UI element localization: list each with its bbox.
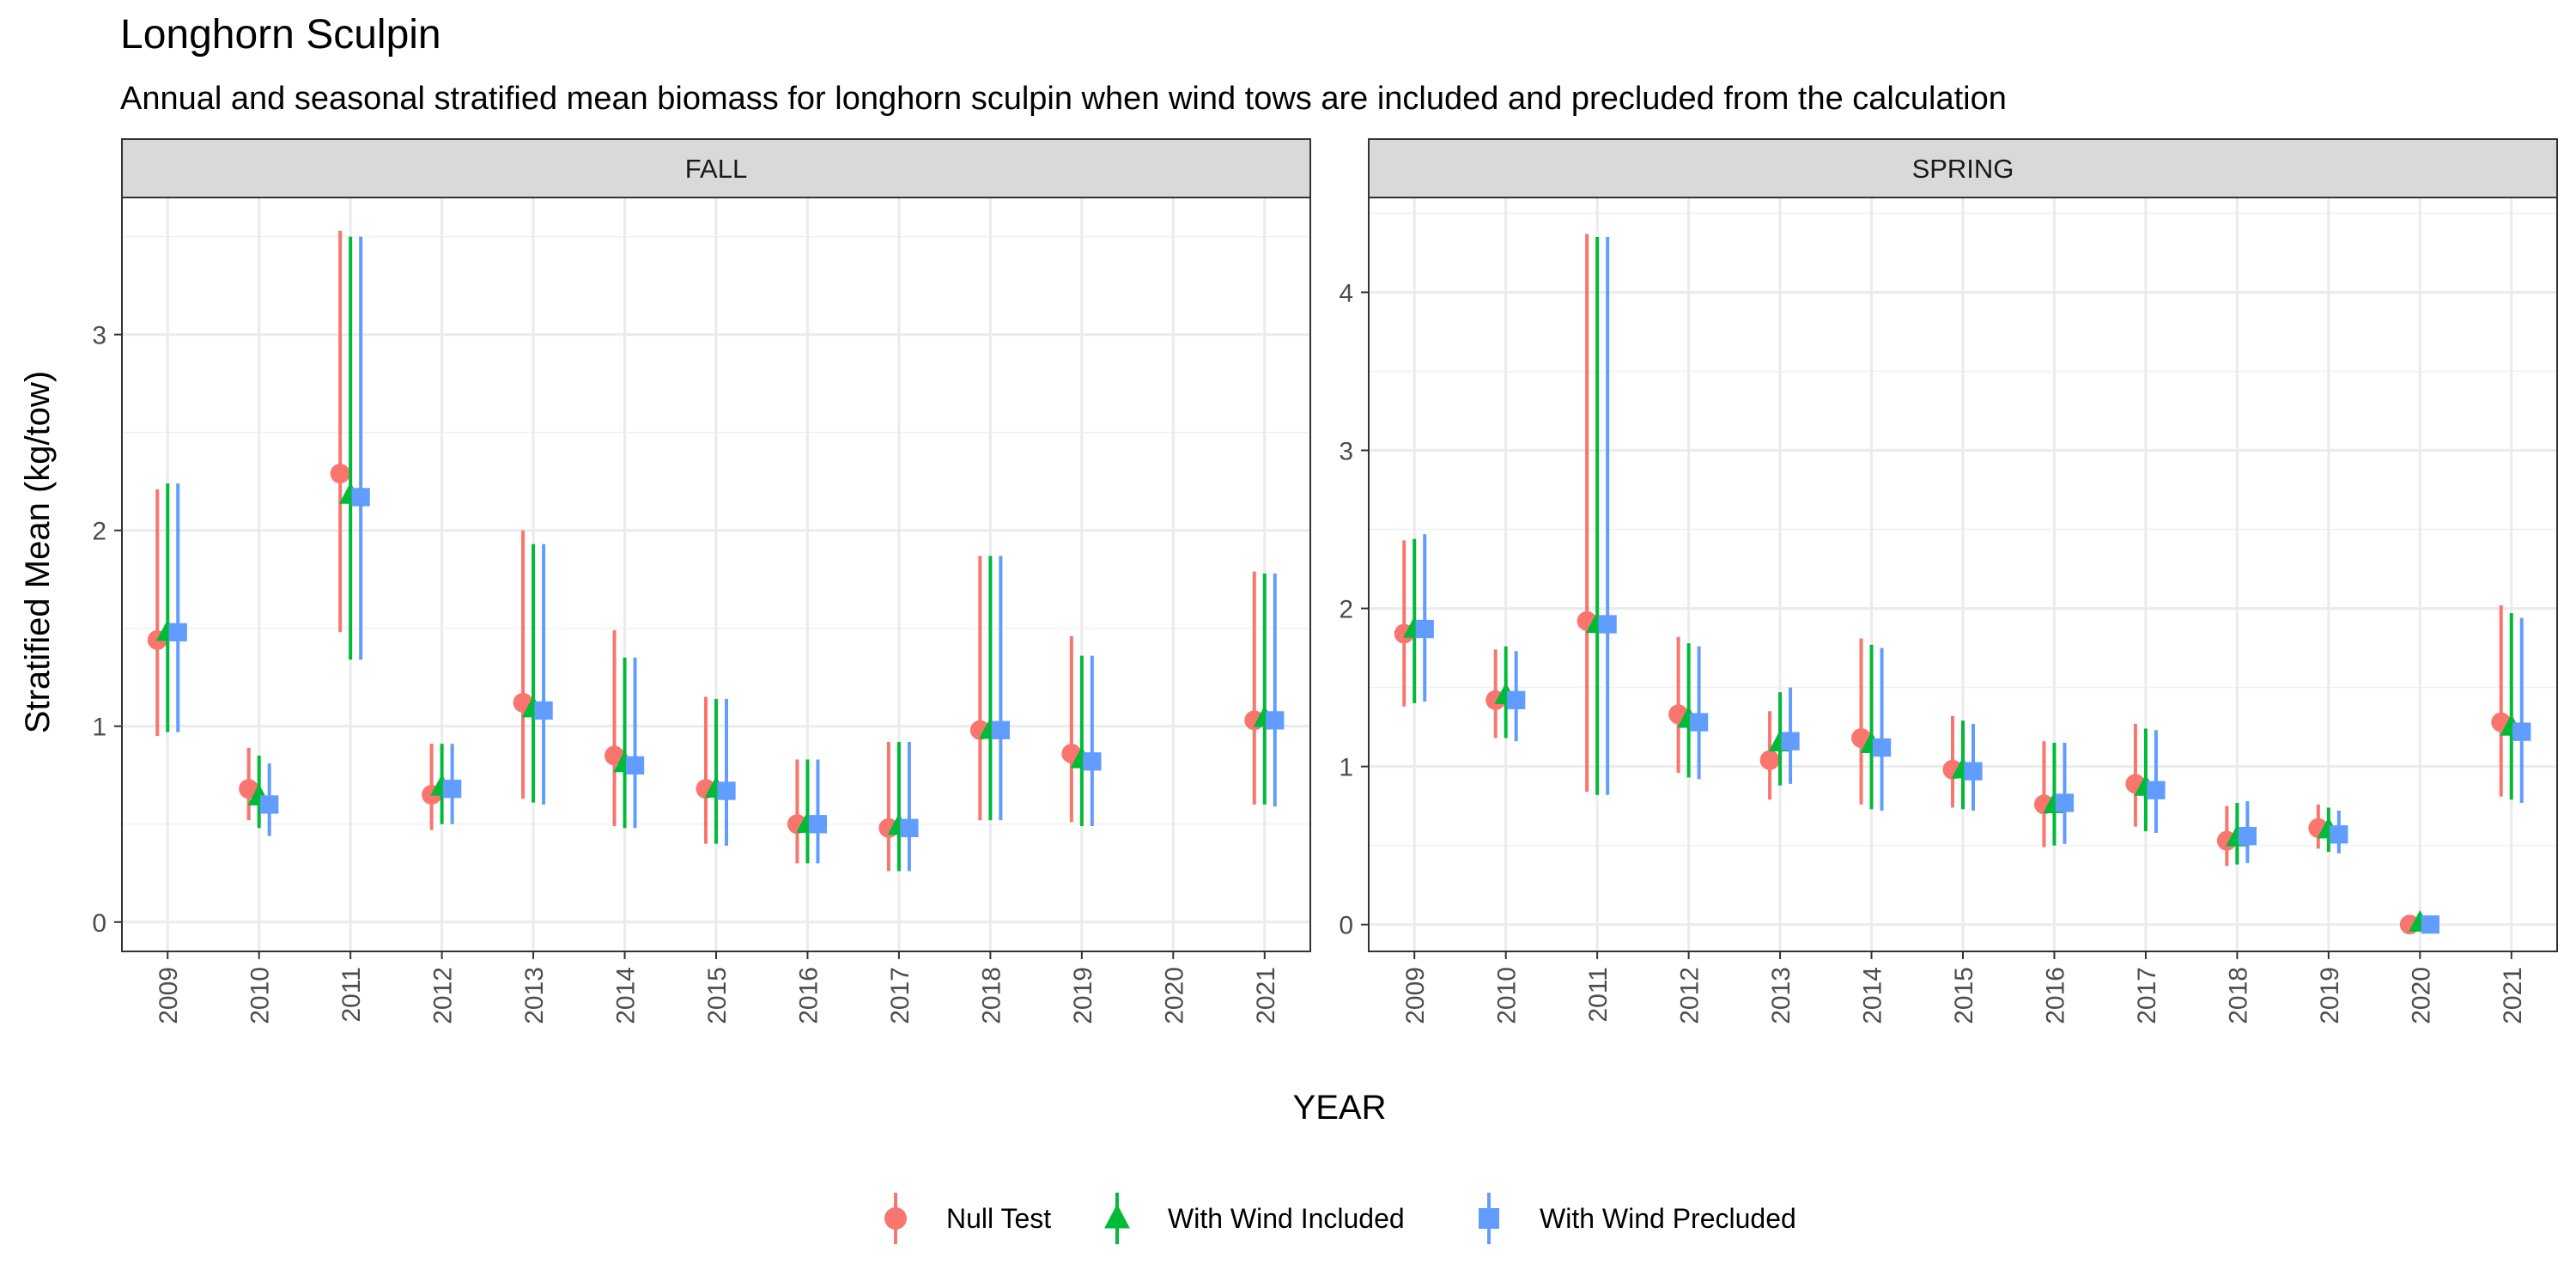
- x-tick-label: 2016: [794, 967, 823, 1024]
- data-point: [1872, 738, 1892, 757]
- y-tick-label: 2: [92, 518, 106, 546]
- data-point: [900, 818, 919, 837]
- facet-strip-label: SPRING: [1912, 154, 2014, 184]
- panel-border: [121, 197, 1311, 952]
- y-tick-label: 0: [92, 909, 106, 938]
- data-point: [1964, 762, 1983, 781]
- legend-item-with-wind-included: With Wind Included: [1104, 1193, 1405, 1244]
- x-tick-label: 2020: [1160, 967, 1188, 1024]
- data-point: [2512, 722, 2531, 741]
- data-point: [351, 488, 370, 507]
- facet-strip-label: FALL: [685, 154, 747, 184]
- data-point: [2055, 793, 2075, 812]
- x-tick-label: 2015: [703, 967, 732, 1024]
- data-point: [168, 623, 187, 641]
- y-tick-label: 0: [1339, 912, 1353, 940]
- data-point: [1759, 750, 1780, 770]
- data-point: [442, 780, 462, 799]
- legend-label: With Wind Precluded: [1540, 1203, 1796, 1234]
- x-tick-label: 2017: [2133, 967, 2161, 1024]
- x-tick-label: 2018: [977, 967, 1005, 1024]
- data-point: [2421, 915, 2439, 934]
- x-tick-label: 2018: [2224, 967, 2252, 1024]
- data-point: [1598, 615, 1617, 634]
- data-point: [1507, 690, 1526, 709]
- x-tick-label: 2016: [2041, 967, 2069, 1024]
- x-axis-label: YEAR: [1293, 1089, 1387, 1127]
- legend-item-null-test: Null Test: [884, 1193, 1051, 1244]
- series-null-test: [1394, 234, 2512, 935]
- x-tick-label: 2013: [520, 967, 549, 1024]
- chart-subtitle: Annual and seasonal stratified mean biom…: [120, 81, 2007, 117]
- x-tick-label: 2019: [2316, 967, 2344, 1024]
- x-tick-label: 2009: [1401, 967, 1430, 1024]
- data-point: [605, 745, 625, 766]
- x-tick-label: 2014: [1859, 967, 1887, 1024]
- legend-key-square: [1478, 1207, 1500, 1230]
- data-point: [717, 781, 736, 800]
- data-point: [808, 815, 828, 834]
- data-point: [239, 779, 259, 799]
- legend-label: With Wind Included: [1168, 1203, 1405, 1234]
- data-point: [1689, 713, 1709, 732]
- x-tick-label: 2010: [246, 967, 275, 1024]
- panel-spring: SPRING 0 1 2 3 4 2009 2010 2011 2012 2013 2014 2015 2…: [1339, 138, 2558, 1024]
- x-tick-label: 2009: [155, 967, 183, 1024]
- series-null-test: [147, 230, 1265, 872]
- x-tick-label: 2015: [1950, 967, 1978, 1024]
- series-with-wind-precluded: [1415, 237, 2531, 934]
- data-point: [2330, 825, 2348, 844]
- series-with-wind-precluded: [168, 236, 1285, 872]
- x-tick-label: 2019: [1069, 967, 1097, 1024]
- chart-title: Longhorn Sculpin: [120, 12, 441, 58]
- x-tick-label: 2011: [1584, 967, 1613, 1023]
- data-point: [1083, 752, 1102, 771]
- data-point: [2147, 781, 2166, 799]
- series-with-wind-included: [156, 236, 1276, 872]
- y-axis-label: Stratified Mean (kg/tow): [19, 371, 57, 733]
- data-point: [1266, 711, 1285, 730]
- data-point: [1781, 732, 1800, 750]
- chart-legend: Null Test With Wind Included With Wind Pre…: [884, 1193, 1796, 1244]
- y-tick-label: 1: [1339, 754, 1353, 782]
- x-tick-label: 2020: [2407, 967, 2435, 1024]
- x-tick-label: 2011: [337, 967, 366, 1023]
- x-tick-label: 2012: [1676, 967, 1704, 1024]
- y-tick-label: 4: [1339, 279, 1353, 307]
- data-point: [2238, 826, 2257, 846]
- facet-strip: [1368, 138, 2558, 198]
- data-point: [330, 464, 350, 484]
- data-point: [1415, 619, 1434, 639]
- legend-key-circle: [884, 1207, 907, 1230]
- x-tick-label: 2010: [1493, 967, 1522, 1024]
- legend-item-with-wind-precluded: With Wind Precluded: [1478, 1193, 1796, 1244]
- legend-label: Null Test: [946, 1203, 1051, 1234]
- x-tick-label: 2012: [429, 967, 458, 1024]
- facet-strip: [121, 138, 1311, 198]
- y-tick-label: 1: [92, 714, 106, 742]
- y-tick-label: 2: [1339, 596, 1353, 624]
- data-point: [534, 701, 553, 720]
- data-point: [991, 720, 1011, 739]
- x-tick-label: 2017: [886, 967, 914, 1024]
- y-tick-label: 3: [92, 322, 106, 350]
- panel-border: [1368, 197, 2558, 952]
- data-point: [625, 756, 645, 775]
- y-tick-label: 3: [1339, 438, 1353, 466]
- x-tick-label: 2021: [2499, 967, 2527, 1024]
- legend-key-triangle: [1104, 1204, 1130, 1229]
- x-tick-label: 2013: [1767, 967, 1795, 1024]
- panel-fall: FALL 0 1 2 3 2009 2010 2011 2012 2013 2014 2015 2016…: [92, 138, 1311, 1024]
- data-point: [260, 795, 279, 814]
- x-tick-label: 2021: [1252, 967, 1280, 1024]
- x-tick-label: 2014: [612, 967, 641, 1024]
